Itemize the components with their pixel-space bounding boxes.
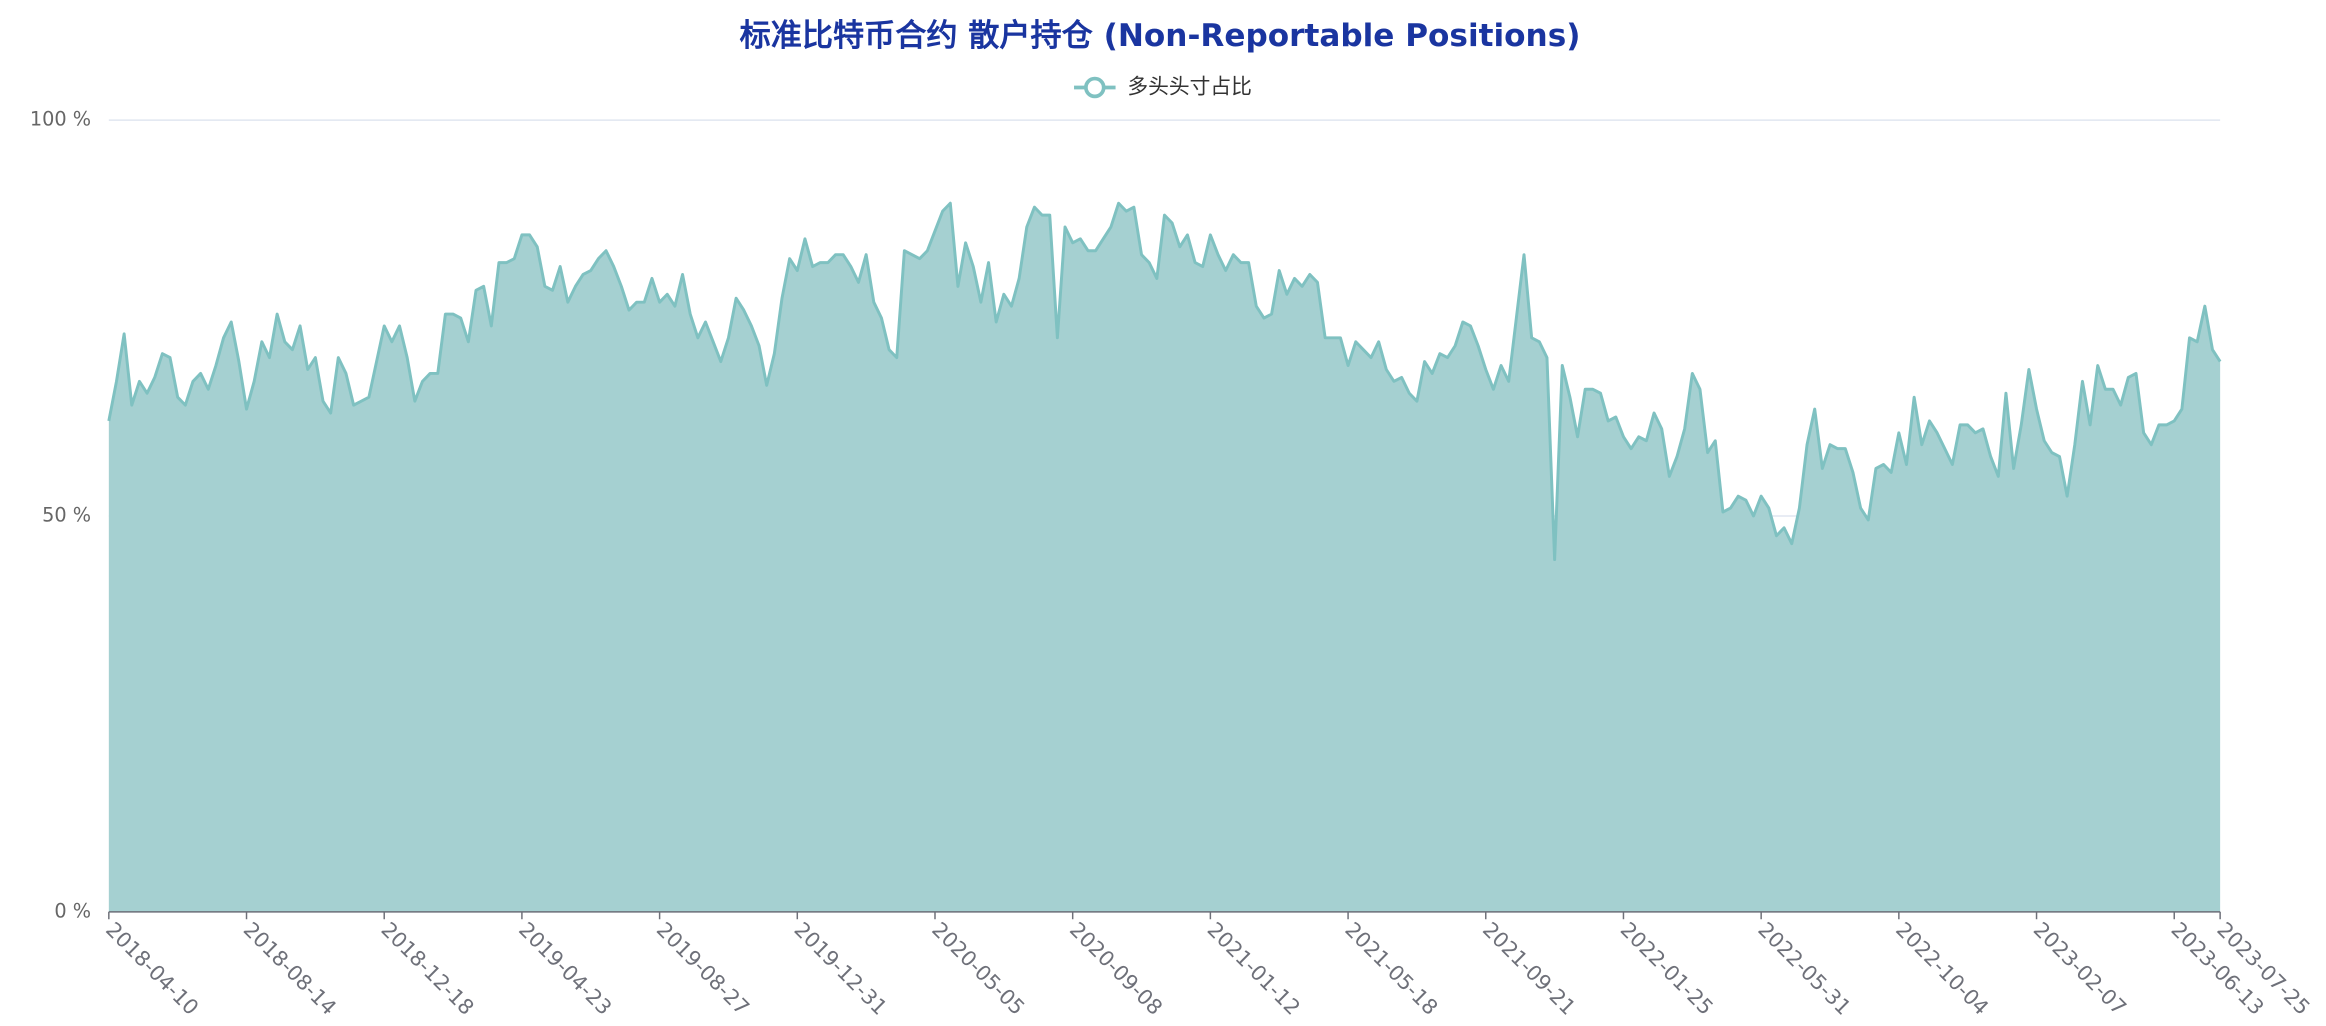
chart-title: 标准比特币合约 散户持仓 (Non-Reportable Positions) bbox=[740, 18, 1581, 54]
legend-symbol bbox=[1084, 76, 1106, 99]
legend-label[interactable]: 多头头寸占比 bbox=[1127, 74, 1252, 98]
y-tick-label: 100 % bbox=[30, 108, 91, 131]
y-tick-label: 50 % bbox=[42, 503, 91, 526]
line bbox=[107, 201, 2222, 561]
y-tick-label: 0 % bbox=[54, 899, 91, 922]
